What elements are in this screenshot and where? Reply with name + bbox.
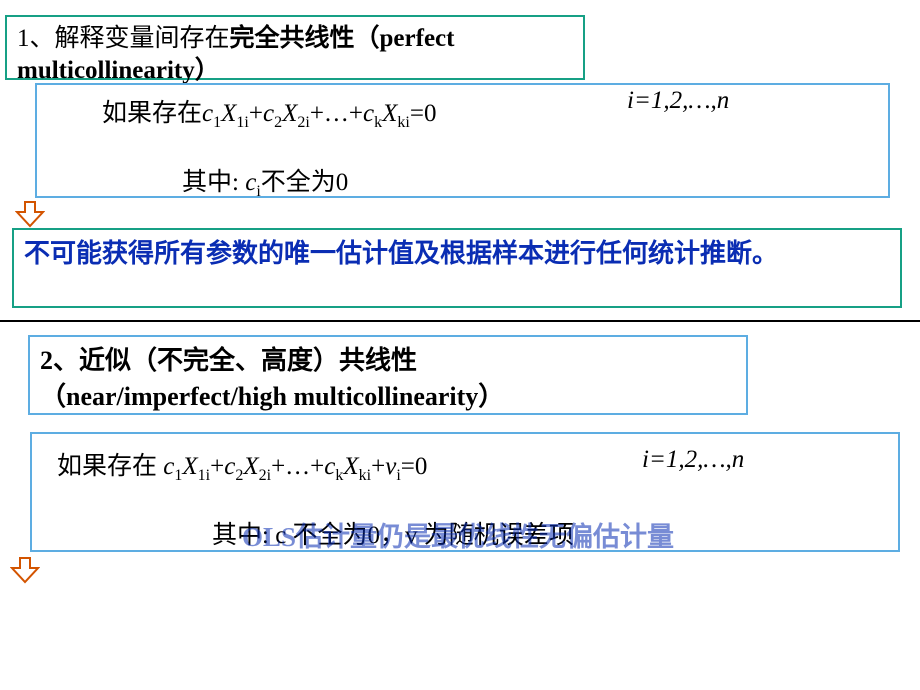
eq1-Xk: X [382,100,397,127]
eq2-si1: 1i [198,467,210,484]
eq2-p1: + [210,453,224,480]
eq1-ck: c [363,100,374,127]
eq1-dots: +…+ [310,100,363,127]
eq2-eq0: =0 [401,453,428,480]
conclusion1-text: 不可能获得所有参数的唯一估计值及根据样本进行任何统计推断。 [24,239,778,268]
eq1-label-i: i=1,2,…,n [627,87,729,115]
title2-line2: （near/imperfect/high multicollinearity） [40,379,736,415]
eq1-si2: 2i [297,114,309,131]
slide: 1、解释变量间存在完全共线性（perfect multicollinearity… [0,0,920,690]
eq1-eq0: =0 [410,100,437,127]
eq2-dots: +…+ [271,453,324,480]
eq1-sik: ki [397,114,409,131]
eq2-c1: c [163,453,174,480]
eq2-where-wrapper: 其中: c 不全为0，v 为随机误差项 OLS估计量仍是最优线性无偏估计量 [212,515,888,551]
eq1-where-line: 其中: ci不全为0 [182,162,878,201]
eq1-where: 其中: [182,169,245,196]
box-conclusion-1: 不可能获得所有参数的唯一估计值及根据样本进行任何统计推断。 [12,228,902,308]
eq2-X2: X [243,453,258,480]
eq2-if-exists: 如果存在 [57,453,163,480]
eq1-p1: + [249,100,263,127]
title2-line1: 2、近似（不完全、高度）共线性 [40,343,736,379]
eq2-X1: X [182,453,197,480]
eq1-c2: c [263,100,274,127]
title1-prefix: 1、解释变量间存在 [17,25,230,52]
eq2-ck: c [324,453,335,480]
horizontal-rule [0,320,920,322]
eq2-c2: c [224,453,235,480]
eq1-notzero: 不全为0 [261,169,349,196]
eq1-if-exists: 如果存在 [102,100,202,127]
eq1-X1: X [221,100,236,127]
eq2-label-i: i=1,2,…,n [642,446,744,474]
eq2-overlay-text: OLS估计量仍是最优线性无偏估计量 [242,515,674,554]
box-equation-2: 如果存在 c1X1i+c2X2i+…+ckXki+vi=0 i=1,2,…,n … [30,432,900,552]
eq2-line: 如果存在 c1X1i+c2X2i+…+ckXki+vi=0 [57,446,888,485]
eq1-s2: 2 [274,114,282,131]
eq1-si1: 1i [236,114,248,131]
eq2-v: v [385,453,396,480]
box-perfect-title: 1、解释变量间存在完全共线性（perfect multicollinearity… [5,15,585,80]
eq2-sik: ki [359,467,371,484]
eq1-c1: c [202,100,213,127]
eq1-X2: X [282,100,297,127]
eq1-line: 如果存在c1X1i+c2X2i+…+ckXki=0 [102,93,878,132]
arrow-icon [15,200,45,228]
box-near-title: 2、近似（不完全、高度）共线性 （near/imperfect/high mul… [28,335,748,415]
box-equation-1: 如果存在c1X1i+c2X2i+…+ckXki=0 i=1,2,…,n 其中: … [35,83,890,198]
eq2-si2: 2i [259,467,271,484]
eq2-Xk: X [343,453,358,480]
eq2-pv: + [371,453,385,480]
down-arrow-2 [10,556,40,589]
eq1-sk: k [374,114,382,131]
arrow-icon [10,556,40,584]
eq1-ci: c [245,169,256,196]
eq1-s1: 1 [213,114,221,131]
